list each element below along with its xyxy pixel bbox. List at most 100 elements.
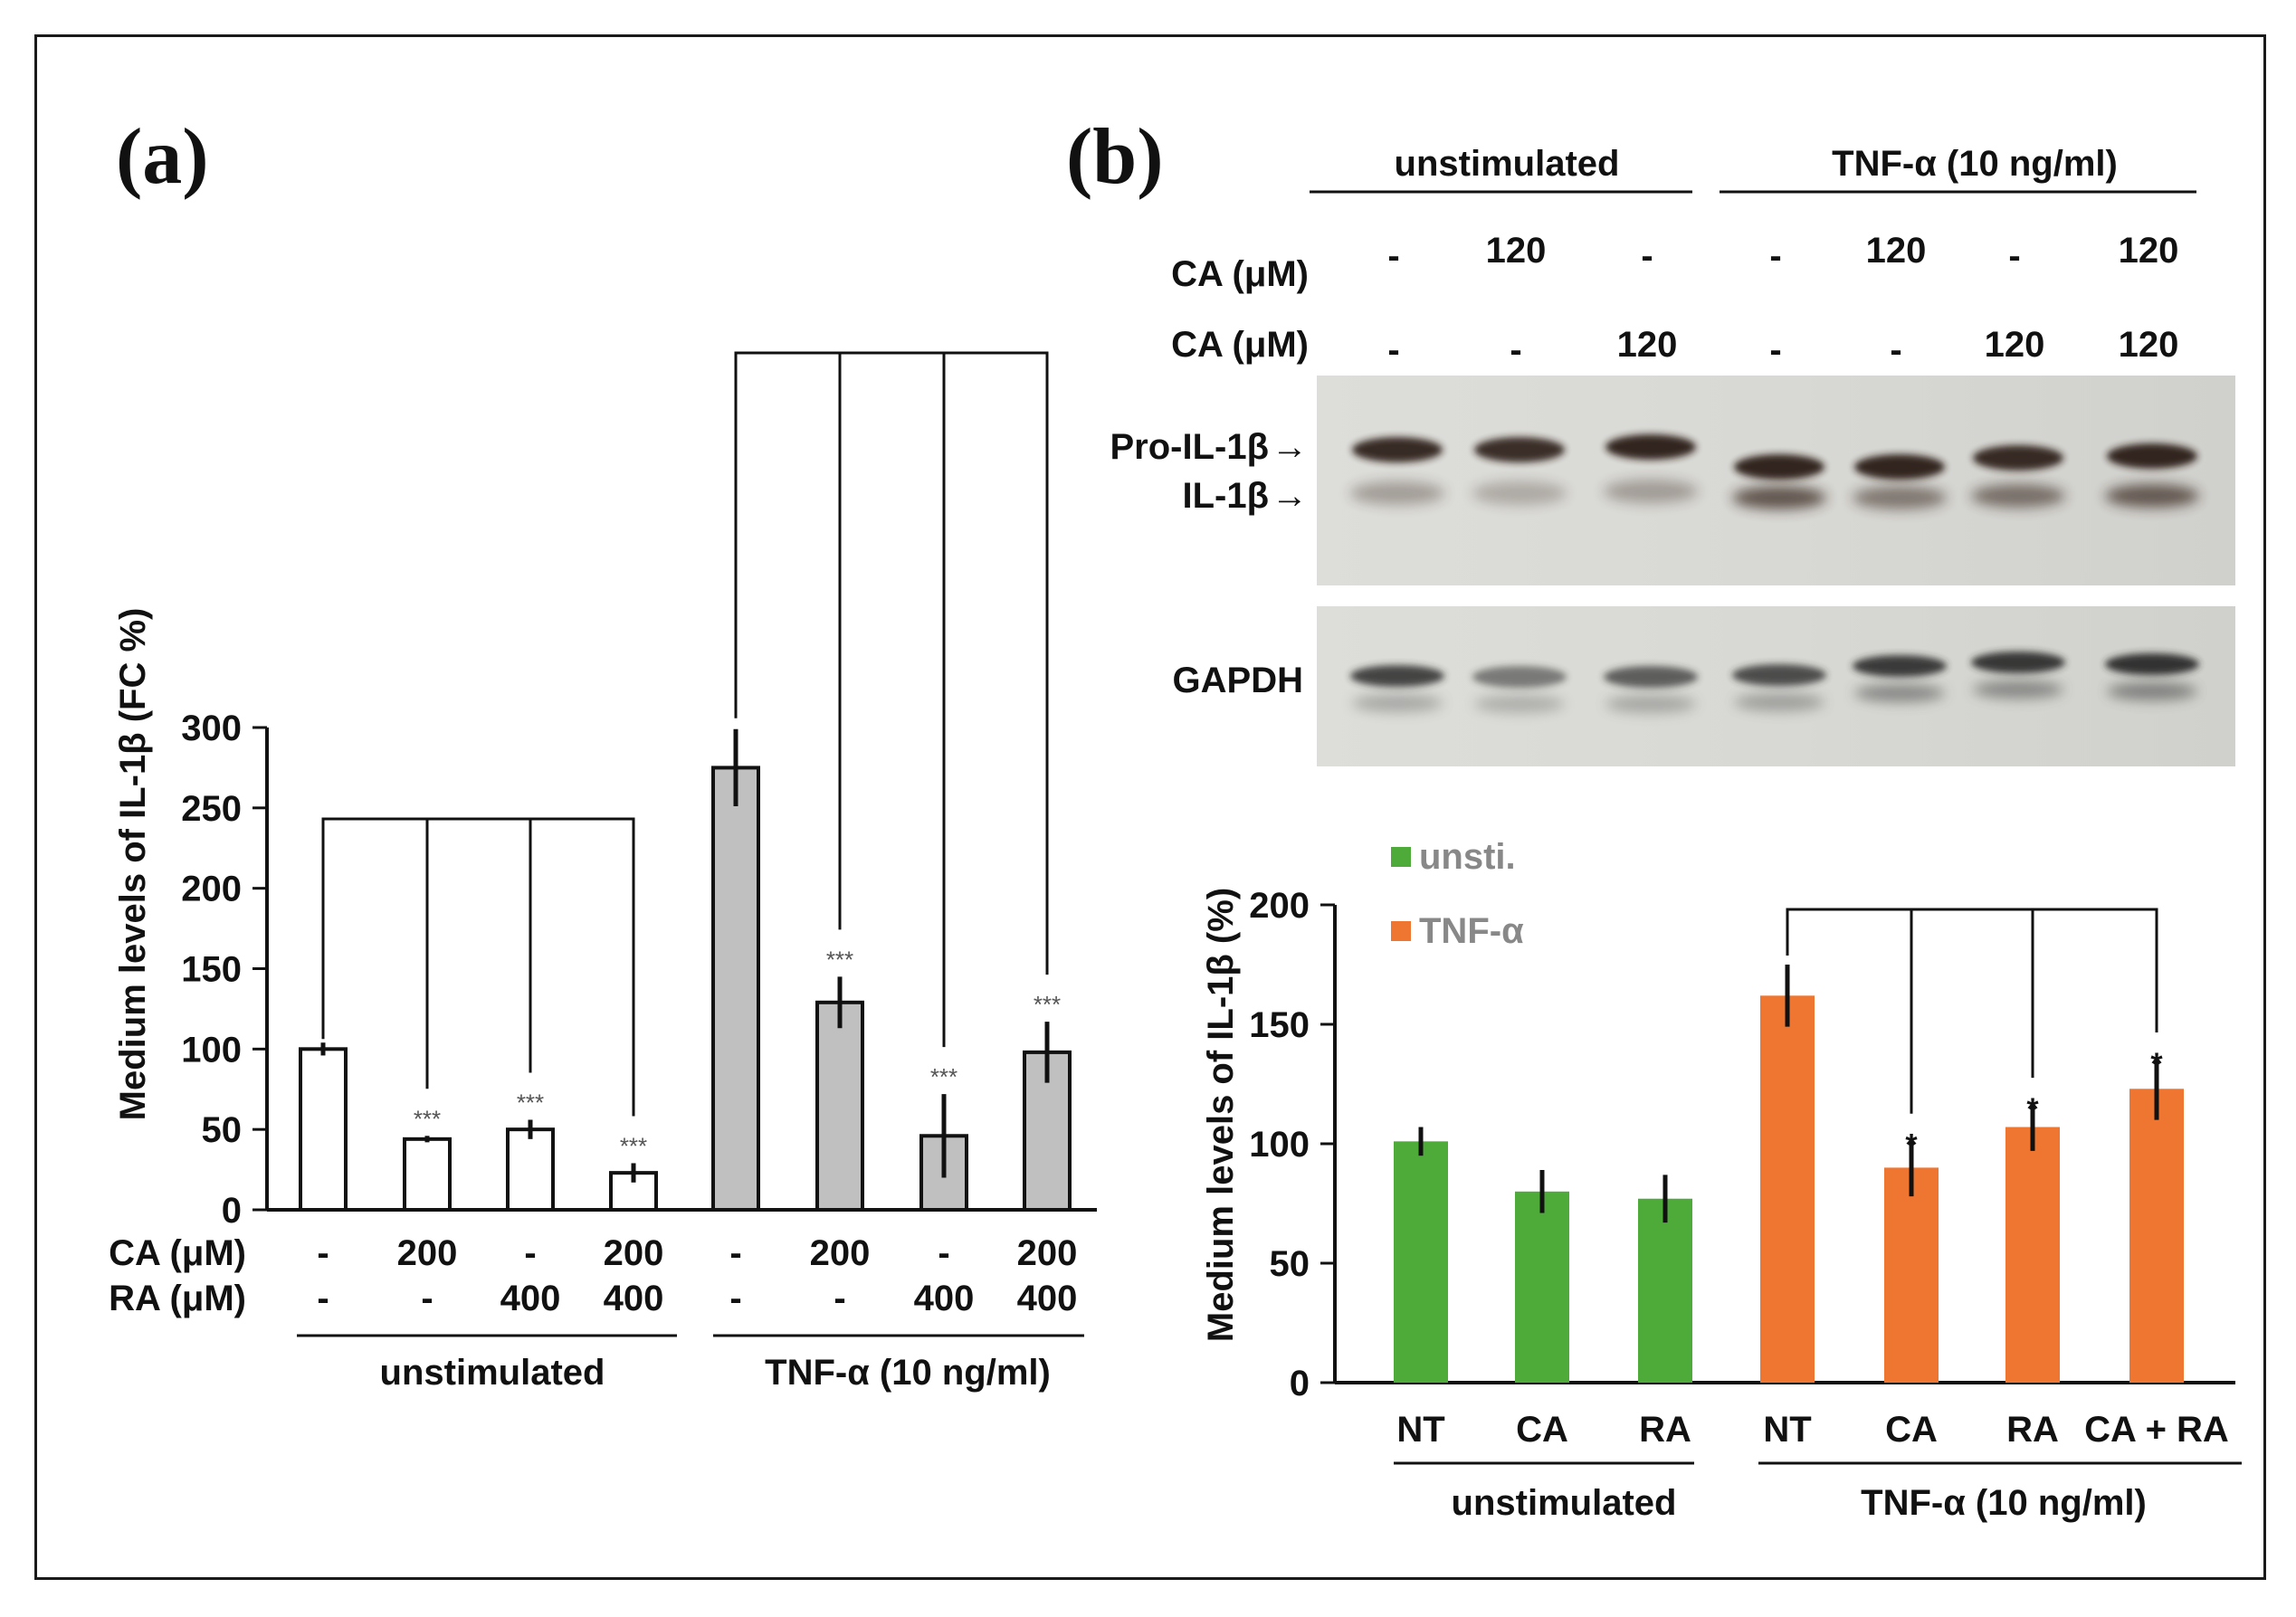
panel-a-treatment-table: - - 200 - - 400 200 400 - - 200 - - 400 200 400 xyxy=(317,1233,1077,1318)
panel-a-ca-value: 200 xyxy=(397,1233,458,1273)
panel-a-bars xyxy=(299,728,1072,1213)
panel-a-y-tick-label: 250 xyxy=(181,789,242,829)
panel-b-bar xyxy=(1394,1141,1448,1383)
panel-a-ca-value: 200 xyxy=(810,1233,871,1273)
il1b-band xyxy=(1472,481,1567,505)
blot-group-label-unstimulated: unstimulated xyxy=(1395,144,1620,184)
panel-a-y-axis-label: Medium levels of IL-1β (FC %) xyxy=(113,608,153,1121)
blot-row2-value: - xyxy=(1769,330,1781,370)
panel-b-group-label-unstimulated: unstimulated xyxy=(1452,1483,1677,1523)
pro-il1b-label: Pro-IL-1β xyxy=(1110,427,1269,467)
panel-b-category-label: CA xyxy=(1885,1410,1938,1450)
gapdh-blot-image xyxy=(1317,606,2235,766)
panel-a-y-tick-label: 200 xyxy=(181,870,242,909)
panel-a-ca-value: - xyxy=(317,1233,329,1273)
gapdh-lower-band xyxy=(1973,680,2063,699)
blot-row1-value: - xyxy=(2008,236,2020,276)
panel-b-category-label: RA xyxy=(1639,1410,1691,1450)
panel-a-significance-marker: *** xyxy=(1034,991,1061,1018)
il1b-label: IL-1β xyxy=(1182,476,1269,516)
pro-il1b-band xyxy=(1352,437,1443,462)
panel-a-ca-row-label: CA (μM) xyxy=(109,1233,246,1273)
pro-il1b-band xyxy=(1734,454,1824,480)
panel-a-ca-value: - xyxy=(729,1233,741,1273)
panel-b-y-axis-label: Medium levels of IL-1β (%) xyxy=(1201,888,1241,1342)
il1b-band xyxy=(2105,484,2199,508)
panel-a-y-tick-label: 100 xyxy=(181,1030,242,1070)
panel-b-category-label: NT xyxy=(1396,1410,1444,1450)
panel-a-ra-value: 400 xyxy=(1017,1279,1078,1318)
panel-b-group-label-tnf: TNF-α (10 ng/ml) xyxy=(1861,1483,2147,1523)
panel-a-significance-marker: *** xyxy=(517,1089,544,1117)
blot-row2-label: CA (μM) xyxy=(1171,325,1309,365)
blot-row1-value: 120 xyxy=(2119,231,2179,271)
blot-row1-value: 120 xyxy=(1866,231,1927,271)
blot-row1-value: - xyxy=(1769,236,1781,276)
gapdh-lower-band xyxy=(1734,693,1824,711)
il1b-bands xyxy=(1350,434,2199,509)
pro-il1b-band xyxy=(1474,437,1565,462)
legend-label-unstimulated: unsti. xyxy=(1419,837,1516,877)
panel-b-label: (b) xyxy=(1066,113,1164,201)
gapdh-band xyxy=(2105,653,2199,675)
panel-a-significance-brackets: *** *** *** *** *** *** xyxy=(321,351,1061,1159)
panel-b-y-tick-label: 50 xyxy=(1270,1244,1310,1284)
panel-a-ra-value: 400 xyxy=(604,1279,664,1318)
panel-b-category-label: CA + RA xyxy=(2084,1410,2229,1450)
panel-a-bar xyxy=(299,1047,348,1213)
panel-a-unstim-bracket xyxy=(321,817,635,1117)
gapdh-lower-band xyxy=(2107,682,2197,700)
legend-swatch-tnf xyxy=(1391,921,1411,941)
gapdh-lower-band xyxy=(1854,684,1945,702)
blot-row2-value: - xyxy=(1890,330,1901,370)
panel-a-group-label-unstimulated: unstimulated xyxy=(380,1353,605,1393)
il1b-arrow-icon: → xyxy=(1272,476,1308,516)
il1b-blot-image xyxy=(1317,376,2235,585)
panel-a-y-tick-label: 300 xyxy=(181,709,242,748)
pro-il1b-band xyxy=(2107,443,2197,469)
blot-row2-value: - xyxy=(1387,330,1399,370)
panel-b-category-label: RA xyxy=(2006,1410,2059,1450)
panel-a-bar xyxy=(506,1127,555,1212)
panel-a-ca-value: - xyxy=(938,1233,949,1273)
panel-a-ra-value: 400 xyxy=(500,1279,561,1318)
panel-a-ra-value: 400 xyxy=(914,1279,975,1318)
panel-b-significance-brackets: * * * xyxy=(1786,908,2163,1163)
gapdh-band xyxy=(1472,666,1567,688)
panel-a-y-tick-label: 50 xyxy=(202,1110,243,1150)
pro-il1b-band xyxy=(1854,454,1945,480)
gapdh-band xyxy=(1853,655,1947,677)
panel-a-ra-row-label: RA (μM) xyxy=(109,1279,246,1318)
il1b-band xyxy=(1971,484,2065,508)
panel-b-significance-marker: * xyxy=(2150,1047,2163,1081)
pro-il1b-band xyxy=(1973,445,2063,471)
panel-b-y-tick-label: 150 xyxy=(1249,1005,1310,1045)
panel-a-significance-marker: *** xyxy=(620,1132,647,1159)
panel-a-significance-marker: *** xyxy=(930,1063,957,1090)
blot-row1-label: CA (μM) xyxy=(1171,254,1309,294)
il1b-band xyxy=(1604,480,1698,503)
panel-b-category-label: NT xyxy=(1763,1410,1811,1450)
panel-b-y-tick-label: 200 xyxy=(1249,886,1310,926)
gapdh-band xyxy=(1604,666,1698,688)
panel-a-ca-value: 200 xyxy=(604,1233,664,1273)
blot-row2-value: 120 xyxy=(2119,325,2179,365)
gapdh-band xyxy=(1732,664,1826,686)
blot-row2-value: - xyxy=(1510,330,1521,370)
pro-il1b-band xyxy=(1605,434,1696,460)
panel-a-y-tick-label: 0 xyxy=(222,1191,242,1231)
panel-a-ca-value: 200 xyxy=(1017,1233,1078,1273)
panel-a-bar xyxy=(711,766,760,1213)
panel-a-ca-value: - xyxy=(524,1233,536,1273)
panel-b-tnf-bracket xyxy=(1786,908,2158,1032)
il1b-band xyxy=(1853,486,1947,509)
gapdh-lower-band xyxy=(1474,695,1565,713)
panel-b-category-label: CA xyxy=(1516,1410,1568,1450)
blot-row2-value: 120 xyxy=(1617,325,1678,365)
gapdh-lower-band xyxy=(1605,695,1696,713)
gapdh-label: GAPDH xyxy=(1173,661,1303,700)
il1b-band xyxy=(1732,486,1826,509)
gapdh-bands xyxy=(1350,652,2199,713)
